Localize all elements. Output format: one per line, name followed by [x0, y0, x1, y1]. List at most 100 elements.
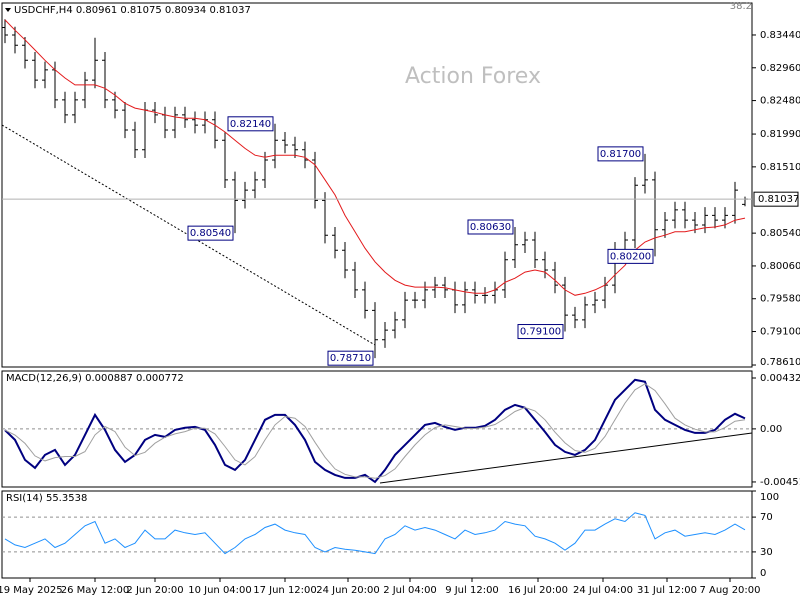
ohlc-bar	[672, 201, 678, 229]
annotation-box	[517, 324, 564, 340]
ohlc-bar	[542, 251, 548, 279]
corner-label: 38.2	[730, 1, 752, 12]
ohlc-bar	[372, 302, 378, 359]
menu-triangle[interactable]	[5, 8, 11, 12]
ohlc-bar	[212, 111, 218, 149]
annotation-label: 0.80200	[610, 251, 651, 262]
annotation-label: 0.78710	[330, 353, 371, 364]
ohlc-bar	[112, 91, 118, 119]
ohlc-bar	[582, 296, 588, 329]
y-tick-label: 0.79580	[760, 294, 800, 305]
y-tick-label: 0.79100	[760, 327, 800, 338]
ohlc-bar	[42, 61, 48, 89]
ohlc-bar	[252, 171, 258, 199]
y-tick-label: 0.004325	[760, 373, 800, 384]
indicator-line	[4, 383, 746, 479]
ohlc-bar	[392, 311, 398, 339]
ohlc-bar	[362, 281, 368, 319]
ohlc-bar	[92, 37, 98, 89]
ohlc-bar	[182, 106, 188, 128]
ohlc-bar	[462, 281, 468, 314]
x-tick-label: 24 Jun 20:00	[316, 585, 380, 596]
ohlc-bar	[192, 111, 198, 134]
annotation-box	[597, 146, 644, 162]
y-tick-label: 0.80540	[760, 228, 800, 239]
ohlc-bar	[412, 291, 418, 309]
annotation-label: 0.79100	[520, 327, 561, 338]
y-tick-label: 30	[760, 547, 773, 558]
ohlc-bar	[552, 261, 558, 294]
ohlc-bar	[72, 91, 78, 124]
watermark: Action Forex	[405, 64, 541, 89]
x-tick-label: 2 Jun 20:00	[126, 585, 183, 596]
ohlc-bar	[292, 136, 298, 158]
x-tick-label: 9 Jul 12:00	[445, 585, 499, 596]
ohlc-bar	[632, 177, 638, 249]
ohlc-bar	[82, 71, 88, 109]
x-tick-label: 31 Jul 12:00	[637, 585, 697, 596]
ohlc-bar	[472, 281, 478, 304]
ohlc-bar	[32, 52, 38, 89]
y-tick-label: 0	[760, 568, 766, 579]
x-tick-label: 17 Jun 12:00	[253, 585, 317, 596]
y-tick-label: 0.83440	[760, 30, 800, 41]
ohlc-bar	[262, 151, 268, 189]
ohlc-bar	[272, 123, 278, 169]
y-tick-label: 0.78610	[760, 357, 800, 368]
y-tick-label: 100	[760, 492, 779, 503]
y-tick-label: 0.82960	[760, 63, 800, 74]
ohlc-bar	[702, 207, 708, 234]
indicator-line	[4, 512, 746, 555]
ohlc-bar	[102, 52, 108, 109]
ohlc-bar	[422, 281, 428, 309]
ohlc-bar	[592, 291, 598, 314]
ohlc-bar	[332, 226, 338, 259]
annotation-box	[227, 116, 274, 132]
ohlc-bar	[282, 132, 288, 154]
ohlc-bar	[12, 26, 18, 54]
ohlc-bar	[652, 171, 658, 257]
y-tick-label: 0.82480	[760, 96, 800, 107]
ohlc-bar	[642, 153, 648, 194]
rsi-panel	[1, 490, 753, 579]
panel-title: MACD(12,26,9) 0.000887 0.000772	[6, 373, 184, 384]
last-price-box	[753, 191, 799, 207]
ohlc-bar	[522, 231, 528, 253]
x-tick-label: 24 Jul 04:00	[573, 585, 633, 596]
annotation-label: 0.80540	[190, 228, 231, 239]
panel-title: USDCHF,H4 0.80961 0.81075 0.80934 0.8103…	[14, 5, 251, 16]
ohlc-bar	[712, 207, 718, 229]
ohlc-bar	[382, 321, 388, 348]
ohlc-bar	[502, 251, 508, 299]
ohlc-bar	[232, 171, 238, 234]
x-tick-label: 10 Jun 04:00	[188, 585, 252, 596]
y-tick-label: 0.81990	[760, 129, 800, 140]
ohlc-bar	[222, 132, 228, 189]
ohlc-bar	[512, 226, 518, 268]
ohlc-bar	[682, 201, 688, 229]
ohlc-bar	[2, 19, 8, 44]
y-tick-label: 0.80060	[760, 261, 800, 272]
ohlc-bar	[302, 141, 308, 169]
ohlc-bar	[122, 101, 128, 139]
annotation-box	[187, 225, 234, 241]
y-tick-label: 70	[760, 512, 773, 523]
y-tick-label: -0.004511	[760, 477, 800, 488]
y-tick-label: 0.81510	[760, 162, 800, 173]
ohlc-bar	[322, 192, 328, 244]
ohlc-bar	[402, 291, 408, 329]
ohlc-bar	[662, 211, 668, 238]
x-tick-label: 19 May 2025	[0, 585, 63, 596]
last-price-label: 0.81037	[758, 194, 799, 205]
annotation-box	[607, 248, 654, 264]
ohlc-bar	[62, 91, 68, 124]
annotation-box	[467, 219, 514, 235]
y-tick-label: 0.00	[760, 424, 782, 435]
x-tick-label: 26 May 12:00	[61, 585, 130, 596]
annotation-label: 0.82140	[230, 119, 271, 130]
ohlc-bar	[732, 181, 738, 224]
annotation-box	[327, 350, 374, 366]
panel-title: RSI(14) 55.3538	[6, 493, 87, 504]
ohlc-bar	[352, 261, 358, 299]
